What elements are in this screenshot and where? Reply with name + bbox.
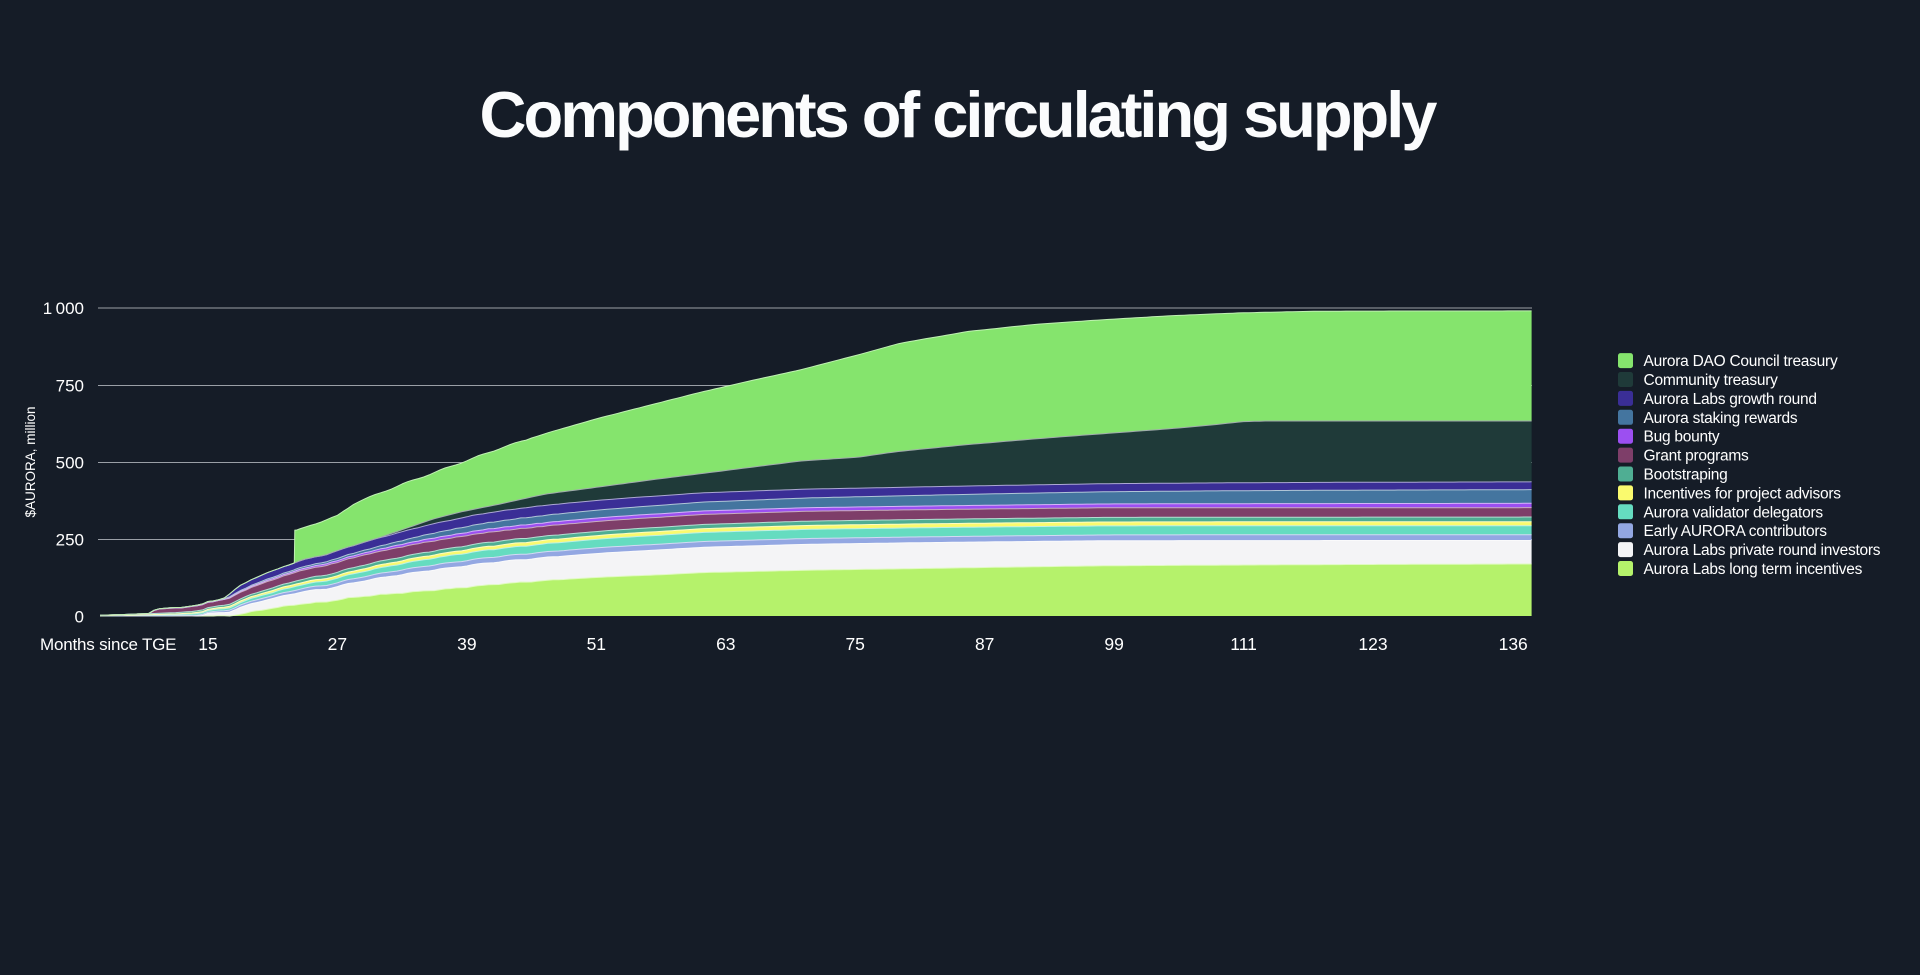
svg-text:27: 27 (328, 634, 347, 654)
svg-text:Aurora Labs growth round: Aurora Labs growth round (1644, 391, 1817, 408)
svg-text:Components of circulating supp: Components of circulating supply (480, 78, 1438, 151)
svg-text:Aurora DAO Council treasury: Aurora DAO Council treasury (1644, 353, 1838, 370)
svg-text:75: 75 (845, 634, 864, 654)
svg-text:15: 15 (198, 634, 217, 654)
svg-text:0: 0 (75, 608, 84, 627)
svg-text:87: 87 (975, 634, 994, 654)
svg-text:1 000: 1 000 (43, 299, 84, 318)
svg-text:Aurora Labs long term incentiv: Aurora Labs long term incentives (1644, 561, 1863, 578)
svg-text:Incentives for project advisor: Incentives for project advisors (1644, 485, 1842, 502)
svg-text:Bug bounty: Bug bounty (1644, 429, 1720, 446)
svg-text:39: 39 (457, 634, 476, 654)
svg-text:Early AURORA contributors: Early AURORA contributors (1644, 523, 1828, 540)
svg-text:99: 99 (1104, 634, 1123, 654)
svg-text:123: 123 (1358, 634, 1387, 654)
svg-text:Community treasury: Community treasury (1644, 372, 1779, 389)
svg-text:750: 750 (56, 377, 84, 396)
svg-text:500: 500 (56, 454, 84, 473)
svg-text:51: 51 (587, 634, 606, 654)
svg-text:63: 63 (716, 634, 735, 654)
svg-text:136: 136 (1499, 634, 1528, 654)
svg-text:Aurora validator delegators: Aurora validator delegators (1644, 504, 1824, 521)
svg-text:Aurora staking rewards: Aurora staking rewards (1644, 410, 1798, 427)
svg-text:250: 250 (56, 531, 84, 550)
svg-text:Bootstraping: Bootstraping (1644, 467, 1728, 484)
svg-text:Grant programs: Grant programs (1644, 448, 1750, 465)
svg-text:$AURORA, million: $AURORA, million (23, 406, 38, 517)
svg-text:Months since TGE: Months since TGE (40, 635, 176, 654)
svg-text:Aurora Labs private round inve: Aurora Labs private round investors (1644, 542, 1881, 559)
svg-text:111: 111 (1230, 634, 1257, 654)
